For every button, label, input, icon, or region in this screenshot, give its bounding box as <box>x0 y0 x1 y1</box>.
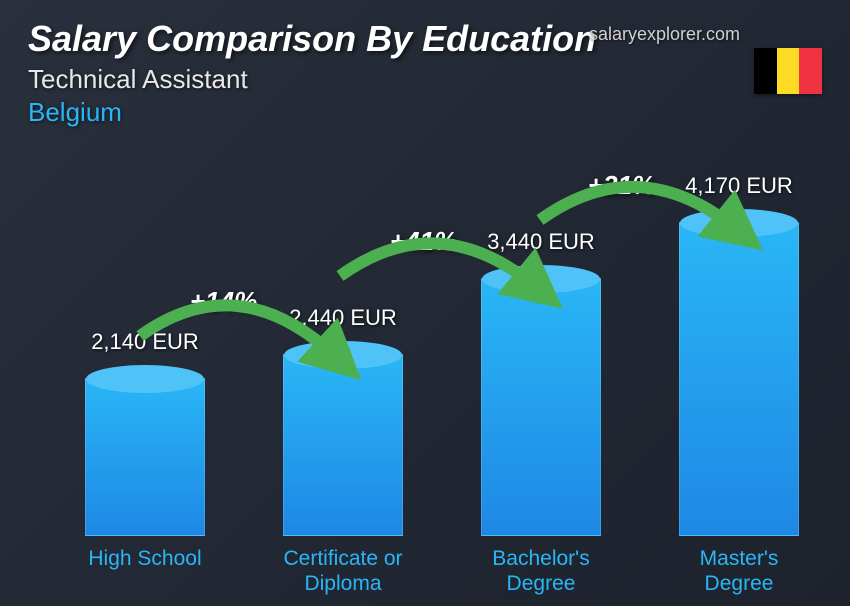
increase-arrow <box>340 243 535 286</box>
increase-arrow <box>540 187 735 228</box>
flag-icon <box>754 48 822 94</box>
job-subtitle: Technical Assistant <box>28 64 822 95</box>
source-label: salaryexplorer.com <box>589 24 740 45</box>
bar-chart: 2,140 EURHigh School2,440 EURCertificate… <box>40 156 800 536</box>
bar-label: Certificate orDiploma <box>283 546 402 596</box>
increase-arrow <box>140 305 335 356</box>
bar-label: Bachelor'sDegree <box>492 546 589 596</box>
country-label: Belgium <box>28 97 822 128</box>
flag-stripe-black <box>754 48 777 94</box>
bar-label: High School <box>88 546 201 571</box>
bar-label: Master'sDegree <box>700 546 779 596</box>
arrows-layer <box>40 156 800 536</box>
flag-stripe-yellow <box>777 48 800 94</box>
flag-stripe-red <box>799 48 822 94</box>
